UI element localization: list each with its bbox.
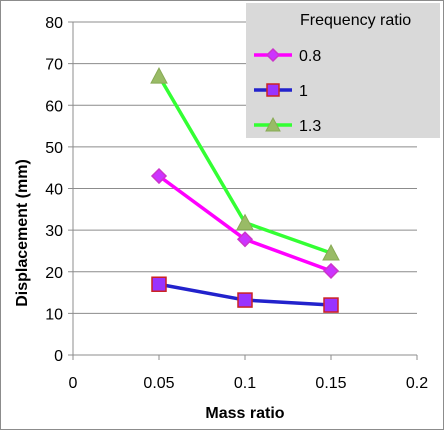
data-point-1.3 — [322, 243, 340, 261]
legend-background — [246, 3, 440, 138]
y-tick-label: 30 — [45, 223, 63, 240]
y-tick-label: 40 — [45, 182, 63, 199]
data-point-1 — [237, 292, 253, 308]
x-axis-title: Mass ratio — [205, 405, 284, 422]
legend-marker-0.8 — [265, 47, 281, 63]
legend-label-1: 1 — [299, 83, 308, 100]
y-axis-title: Displacement (mm) — [14, 159, 31, 307]
legend-marker-1.3 — [265, 116, 281, 132]
series-group — [150, 67, 340, 313]
y-tick-label: 20 — [45, 265, 63, 282]
axes — [68, 21, 418, 360]
y-tick-label: 60 — [45, 98, 63, 115]
data-point-0.8 — [322, 262, 340, 279]
legend-title: Frequency ratio — [300, 12, 411, 29]
tick-labels: 0 10 20 30 40 50 60 70 80 0 0.05 0.1 0.15 0.2 — [45, 15, 428, 392]
data-point-1.3 — [150, 67, 168, 84]
y-tick-label: 80 — [45, 15, 63, 32]
data-point-1 — [151, 276, 167, 292]
y-tick-label: 0 — [54, 348, 63, 365]
legend-marker-1 — [266, 83, 280, 97]
data-point-0.8 — [236, 231, 254, 248]
legend-label-0.8: 0.8 — [299, 48, 321, 65]
y-tick-label: 70 — [45, 57, 63, 74]
x-tick-label: 0.1 — [234, 375, 256, 392]
legend-label-1.3: 1.3 — [299, 118, 321, 135]
x-tick-label: 0.2 — [406, 375, 428, 392]
y-tick-label: 50 — [45, 140, 63, 157]
x-tick-label: 0 — [69, 375, 78, 392]
x-tick-label: 0.15 — [315, 375, 346, 392]
data-point-0.8 — [150, 167, 168, 185]
data-point-1.3 — [236, 213, 254, 231]
legend: Frequency ratio 0.8 1 1.3 — [246, 3, 440, 138]
y-tick-label: 10 — [45, 306, 63, 323]
data-point-1 — [323, 297, 339, 313]
x-tick-label: 0.05 — [143, 375, 174, 392]
